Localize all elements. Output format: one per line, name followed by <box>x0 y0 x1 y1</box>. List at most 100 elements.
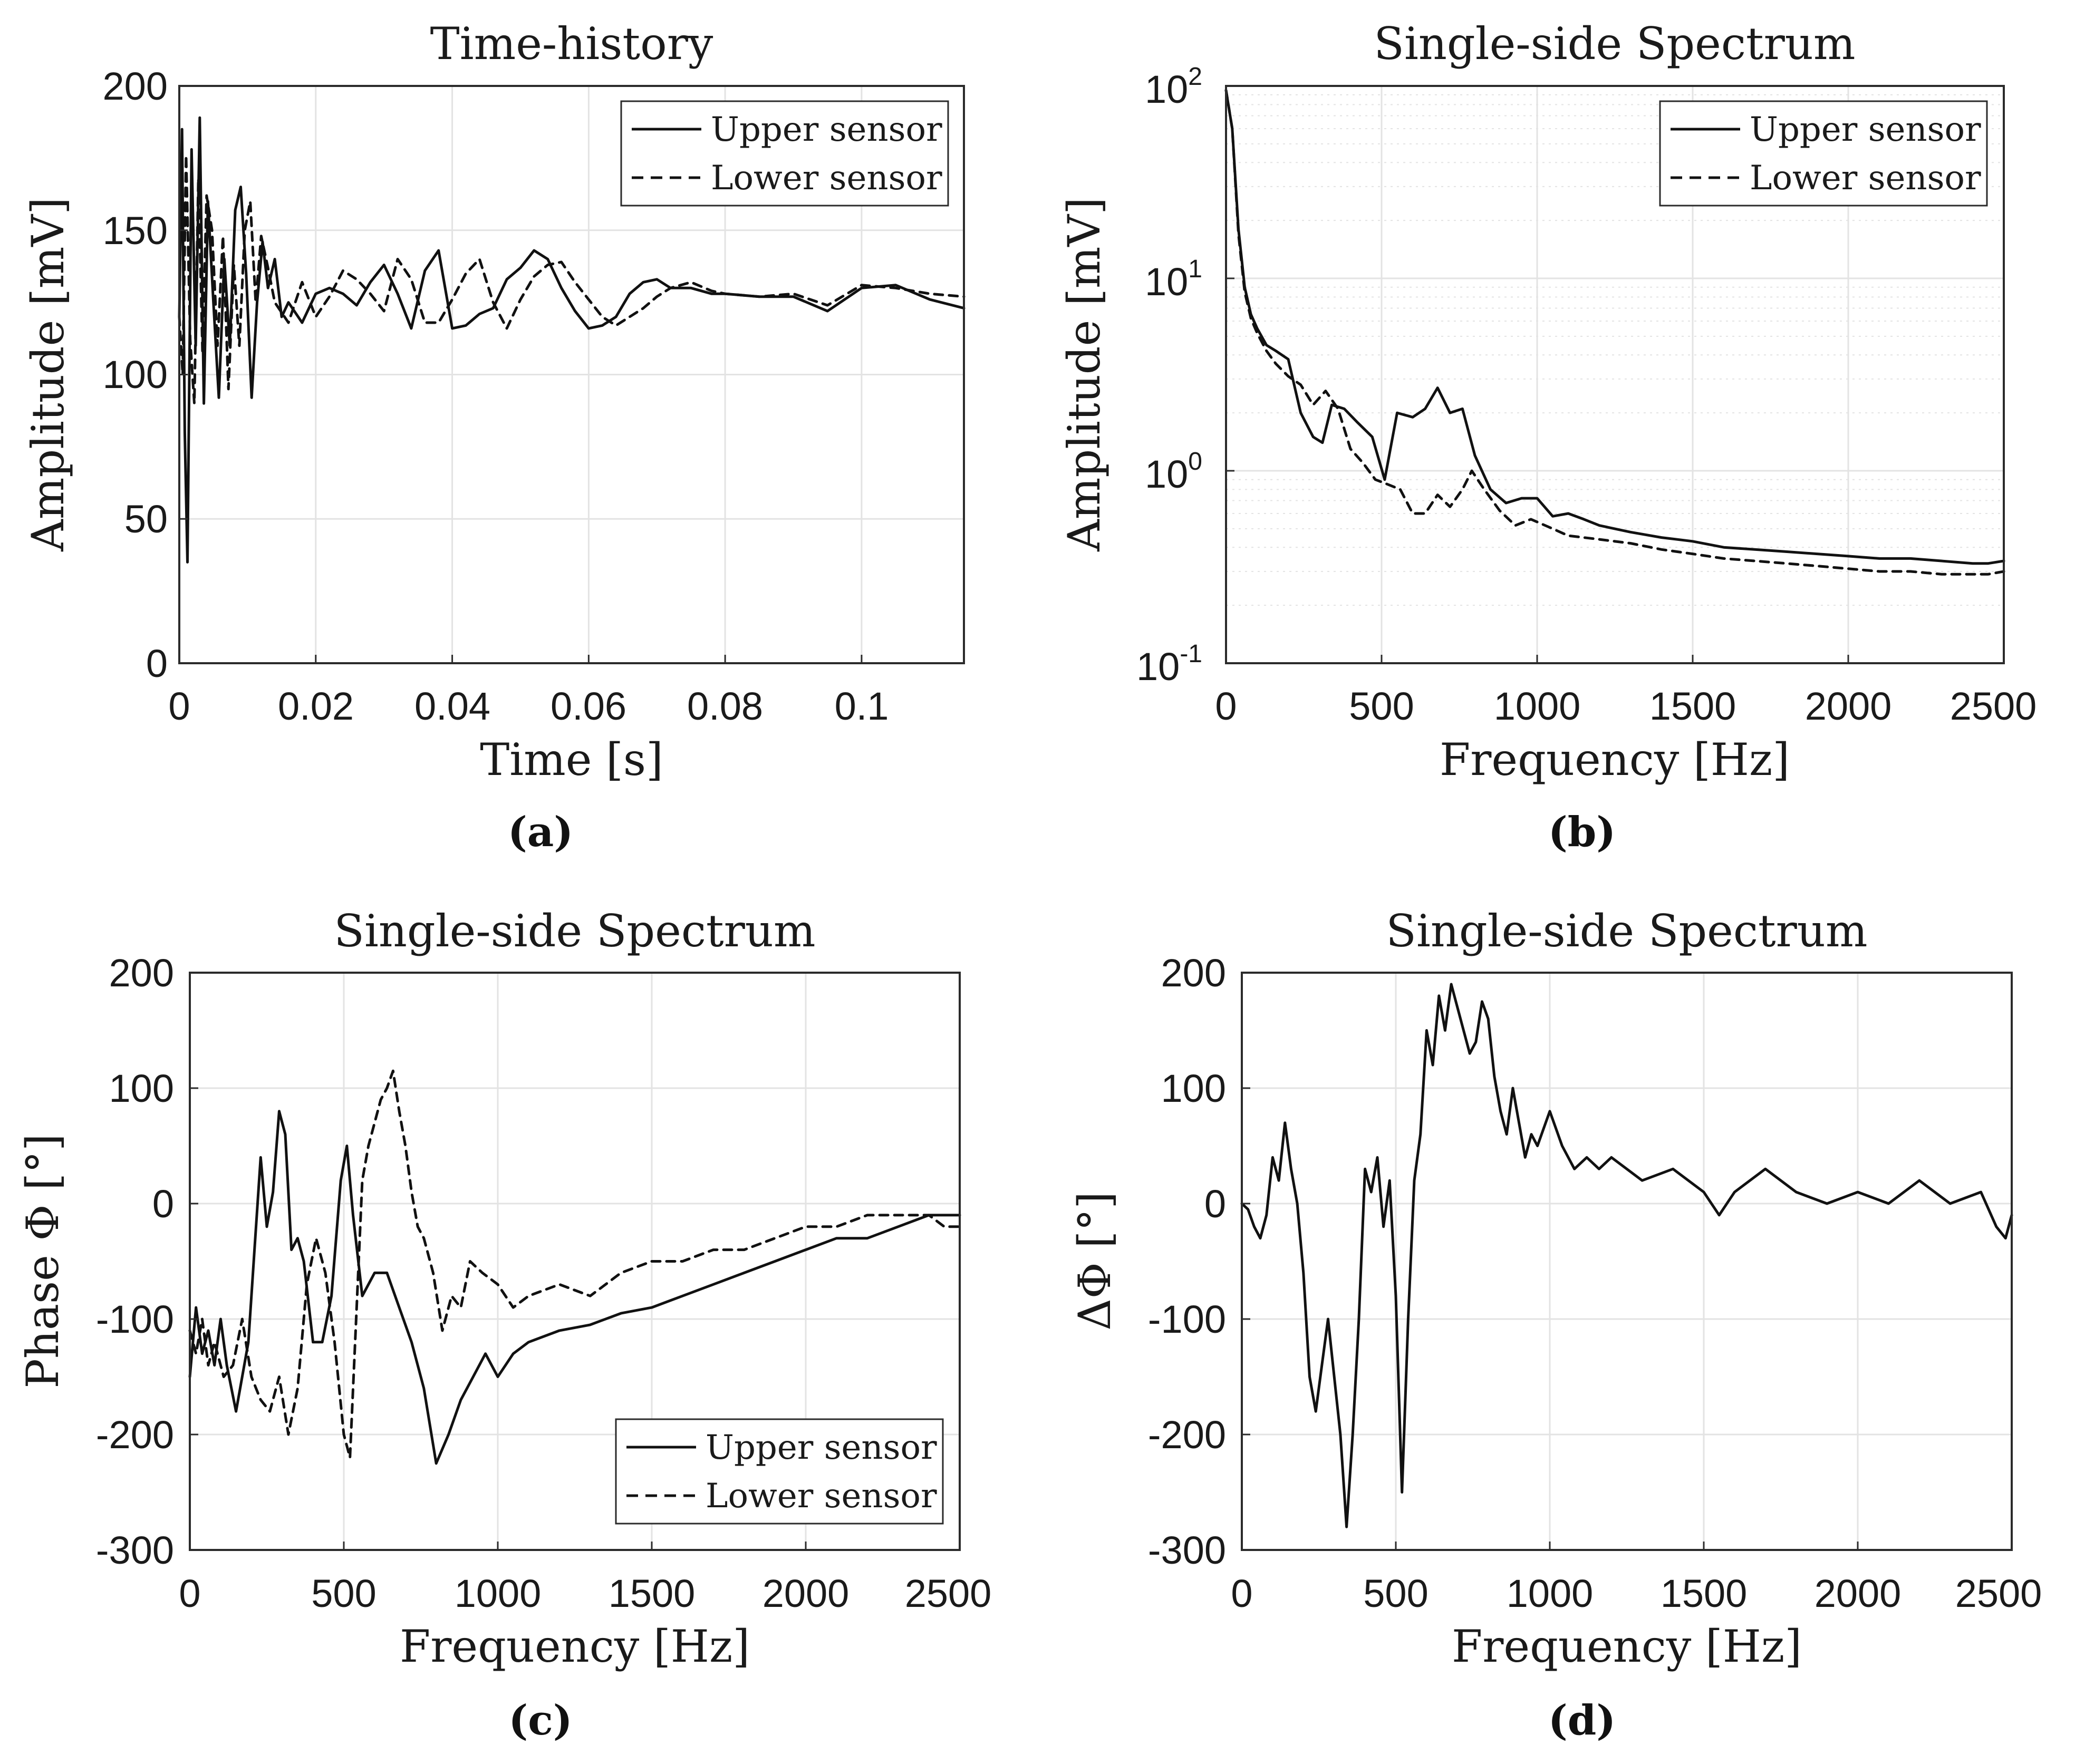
chart-b-x-tick-label: 500 <box>1349 684 1414 728</box>
chart-c-caption: (c) <box>508 1697 572 1744</box>
chart-d-x-tick-labels: 0 500 1000 1500 2000 2500 <box>1231 1572 2042 1615</box>
chart-d-caption: (d) <box>1548 1697 1616 1744</box>
chart-d-x-tick-label: 500 <box>1363 1572 1428 1615</box>
chart-c-title: Single-side Spectrum <box>334 905 815 957</box>
chart-a-legend-label-lower: Lower sensor <box>711 159 942 198</box>
chart-b-y-tick-base: 10 <box>1145 67 1188 111</box>
chart-b-y-tick-base: 10 <box>1145 452 1188 496</box>
chart-a-x-tick-label: 0.08 <box>687 684 763 728</box>
chart-d-series-delta-phi <box>1240 983 2013 1528</box>
chart-a-legend-box <box>620 100 949 207</box>
chart-c-legend: Upper sensor Lower sensor <box>615 1418 944 1525</box>
chart-a-x-tick-label: 0.04 <box>414 684 490 728</box>
chart-d-title: Single-side Spectrum <box>1386 905 1867 957</box>
chart-d-y-tick-label: 200 <box>1161 951 1226 995</box>
chart-a-legend: Upper sensor Lower sensor <box>620 100 949 207</box>
chart-c: 0 500 1000 1500 2000 2500 -300 -200 -100… <box>17 905 991 1744</box>
chart-c-y-tick-label: -200 <box>96 1413 174 1457</box>
chart-d-y-tick-label: 100 <box>1161 1067 1226 1110</box>
chart-a-x-tick-label: 0.1 <box>835 684 889 728</box>
chart-b-y-tick-label: 101 <box>1145 255 1202 304</box>
chart-b-title: Single-side Spectrum <box>1374 18 1855 70</box>
chart-b-legend-box <box>1659 100 1988 207</box>
chart-b-y-tick-label: 100 <box>1145 448 1202 496</box>
chart-d-y-tick-label: -100 <box>1148 1297 1226 1341</box>
chart-b-y-tick-exponent: -1 <box>1180 640 1202 668</box>
chart-a-y-tick-label: 100 <box>103 353 168 396</box>
chart-a-legend-label-upper: Upper sensor <box>711 110 942 149</box>
chart-b-y-tick-exponent: 2 <box>1188 63 1202 91</box>
chart-b-y-tick-label: 102 <box>1145 63 1202 111</box>
chart-b-y-tick-base: 10 <box>1136 645 1180 689</box>
chart-d-x-tick-label: 2500 <box>1955 1572 2042 1615</box>
chart-c-x-tick-labels: 0 500 1000 1500 2000 2500 <box>179 1572 991 1615</box>
chart-d-y-tick-label: -300 <box>1148 1528 1226 1572</box>
chart-d-x-tick-label: 2000 <box>1815 1572 1902 1615</box>
chart-b-y-tick-label: 10-1 <box>1136 640 1202 689</box>
chart-d-x-tick-label: 1500 <box>1661 1572 1748 1615</box>
chart-b-x-tick-label: 0 <box>1215 684 1237 728</box>
chart-c-y-tick-label: 100 <box>109 1067 174 1110</box>
chart-a-x-tick-label: 0.06 <box>551 684 626 728</box>
chart-b-y-axis-label: Amplitude [mV] <box>1058 197 1110 552</box>
chart-d-y-tick-labels: -300 -200 -100 0 100 200 <box>1148 951 1226 1572</box>
chart-a-y-axis-label: Amplitude [mV] <box>22 197 74 552</box>
chart-d-y-axis-label: ΔΦ [°] <box>1069 1191 1121 1331</box>
chart-c-y-tick-label: 200 <box>109 951 174 995</box>
chart-b-x-tick-label: 2000 <box>1805 684 1892 728</box>
chart-b: 0 500 1000 1500 2000 2500 10-1 100 101 1… <box>1058 18 2037 856</box>
chart-d-y-tick-label: -200 <box>1148 1413 1226 1457</box>
chart-d-x-axis-label: Frequency [Hz] <box>1452 1621 1802 1672</box>
chart-b-caption: (b) <box>1548 808 1616 856</box>
chart-b-y-tick-exponent: 1 <box>1188 255 1202 283</box>
chart-c-legend-label-upper: Upper sensor <box>706 1428 937 1467</box>
chart-a-x-tick-label: 0 <box>168 684 190 728</box>
chart-b-x-tick-label: 1500 <box>1649 684 1736 728</box>
chart-c-x-tick-label: 1000 <box>455 1572 542 1615</box>
chart-a-series-lower <box>178 153 966 405</box>
chart-d: 0 500 1000 1500 2000 2500 -300 -200 -100… <box>1069 905 2042 1744</box>
chart-c-x-tick-label: 500 <box>311 1572 376 1615</box>
chart-c-y-tick-labels: -300 -200 -100 0 100 200 <box>96 951 174 1572</box>
chart-a-x-tick-label: 0.02 <box>278 684 354 728</box>
chart-d-x-tick-label: 1000 <box>1507 1572 1594 1615</box>
chart-c-x-tick-label: 0 <box>179 1572 200 1615</box>
chart-c-series-lower <box>188 1069 961 1459</box>
chart-c-legend-box <box>615 1418 944 1525</box>
chart-b-legend-label-lower: Lower sensor <box>1750 159 1981 198</box>
chart-b-y-tick-labels: 10-1 100 101 102 <box>1136 63 1202 689</box>
chart-a: 0 0.02 0.04 0.06 0.08 0.1 0 50 100 150 2… <box>22 18 966 856</box>
chart-b-y-tick-base: 10 <box>1145 260 1188 304</box>
chart-d-plot-area <box>1241 972 2013 1551</box>
chart-c-y-axis-label: Phase Φ [°] <box>17 1133 69 1388</box>
chart-a-y-tick-label: 200 <box>103 64 168 108</box>
chart-a-y-tick-label: 50 <box>124 497 168 541</box>
chart-b-x-tick-label: 1000 <box>1494 684 1581 728</box>
chart-a-y-tick-label: 150 <box>103 209 168 253</box>
chart-a-x-tick-labels: 0 0.02 0.04 0.06 0.08 0.1 <box>168 684 889 728</box>
chart-a-title: Time-history <box>430 18 713 70</box>
chart-b-x-tick-label: 2500 <box>1950 684 2037 728</box>
chart-b-legend-label-upper: Upper sensor <box>1750 110 1981 149</box>
chart-a-caption: (a) <box>508 808 573 856</box>
chart-b-y-tick-exponent: 0 <box>1188 448 1202 476</box>
chart-d-x-tick-label: 0 <box>1231 1572 1252 1615</box>
chart-c-y-tick-label: -100 <box>96 1297 174 1341</box>
chart-b-series-upper <box>1224 89 2005 565</box>
chart-c-y-tick-label: 0 <box>152 1182 174 1226</box>
chart-c-x-tick-label: 2000 <box>763 1572 850 1615</box>
chart-d-y-tick-label: 0 <box>1204 1182 1226 1226</box>
chart-c-x-tick-label: 2500 <box>905 1572 992 1615</box>
chart-c-plot-area <box>189 972 961 1551</box>
chart-c-x-tick-label: 1500 <box>609 1572 696 1615</box>
chart-b-plot-area <box>1225 85 2005 664</box>
chart-c-y-tick-label: -300 <box>96 1528 174 1572</box>
chart-b-series-lower <box>1224 89 2005 576</box>
chart-b-legend: Upper sensor Lower sensor <box>1659 100 1988 207</box>
chart-c-legend-label-lower: Lower sensor <box>706 1477 937 1516</box>
chart-b-x-axis-label: Frequency [Hz] <box>1440 734 1790 786</box>
chart-a-x-axis-label: Time [s] <box>480 734 663 786</box>
chart-a-y-tick-labels: 0 50 100 150 200 <box>103 64 168 685</box>
chart-a-y-tick-label: 0 <box>146 642 168 685</box>
